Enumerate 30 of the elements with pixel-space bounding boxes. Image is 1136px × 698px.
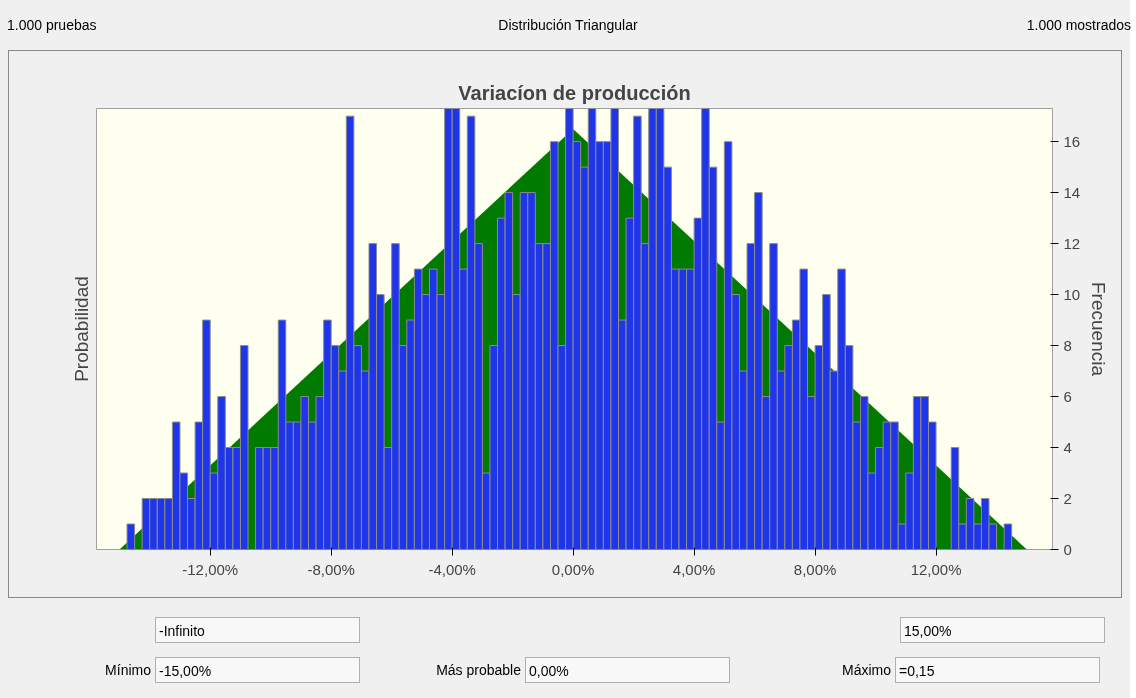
x-tick-label: -4,00% xyxy=(428,560,476,578)
x-tick-label: -12,00% xyxy=(182,560,239,578)
y2-tick-label: 10 xyxy=(1063,285,1081,303)
text: -Infinito xyxy=(155,617,360,643)
text: Más probable xyxy=(435,661,521,680)
y2-tick-label: 8 xyxy=(1063,336,1072,354)
text: Mínimo xyxy=(104,661,151,680)
x-tick-label: 8,00% xyxy=(793,560,837,578)
x-tick-label: 4,00% xyxy=(672,560,716,578)
text: 1.000 mostrados xyxy=(1026,16,1131,35)
y-axis-title: Probabilidad xyxy=(70,276,92,382)
text: 15,00% xyxy=(900,617,1105,643)
y2-tick-label: 16 xyxy=(1063,132,1081,150)
y2-tick-label: 2 xyxy=(1063,489,1072,507)
text: -15,00% xyxy=(155,657,360,683)
y2-axis-title: Frecuencia xyxy=(1088,282,1110,377)
y2-tick-label: 14 xyxy=(1063,183,1081,201)
text: 0,00% xyxy=(525,657,730,683)
text: =0,15 xyxy=(895,657,1100,683)
y2-tick-label: 4 xyxy=(1063,438,1072,456)
x-tick-label: 12,00% xyxy=(910,560,962,578)
chart-title: Variacíon de producción xyxy=(458,81,691,104)
x-tick-label: 0,00% xyxy=(551,560,595,578)
y2-tick-label: 12 xyxy=(1063,234,1081,252)
text: Distribución Triangular xyxy=(498,17,638,33)
text: Máximo xyxy=(841,661,891,680)
y2-tick-label: 6 xyxy=(1063,387,1072,405)
y2-tick-label: 0 xyxy=(1063,540,1072,558)
text: 1.000 pruebas xyxy=(7,16,97,35)
x-tick-label: -8,00% xyxy=(307,560,355,578)
